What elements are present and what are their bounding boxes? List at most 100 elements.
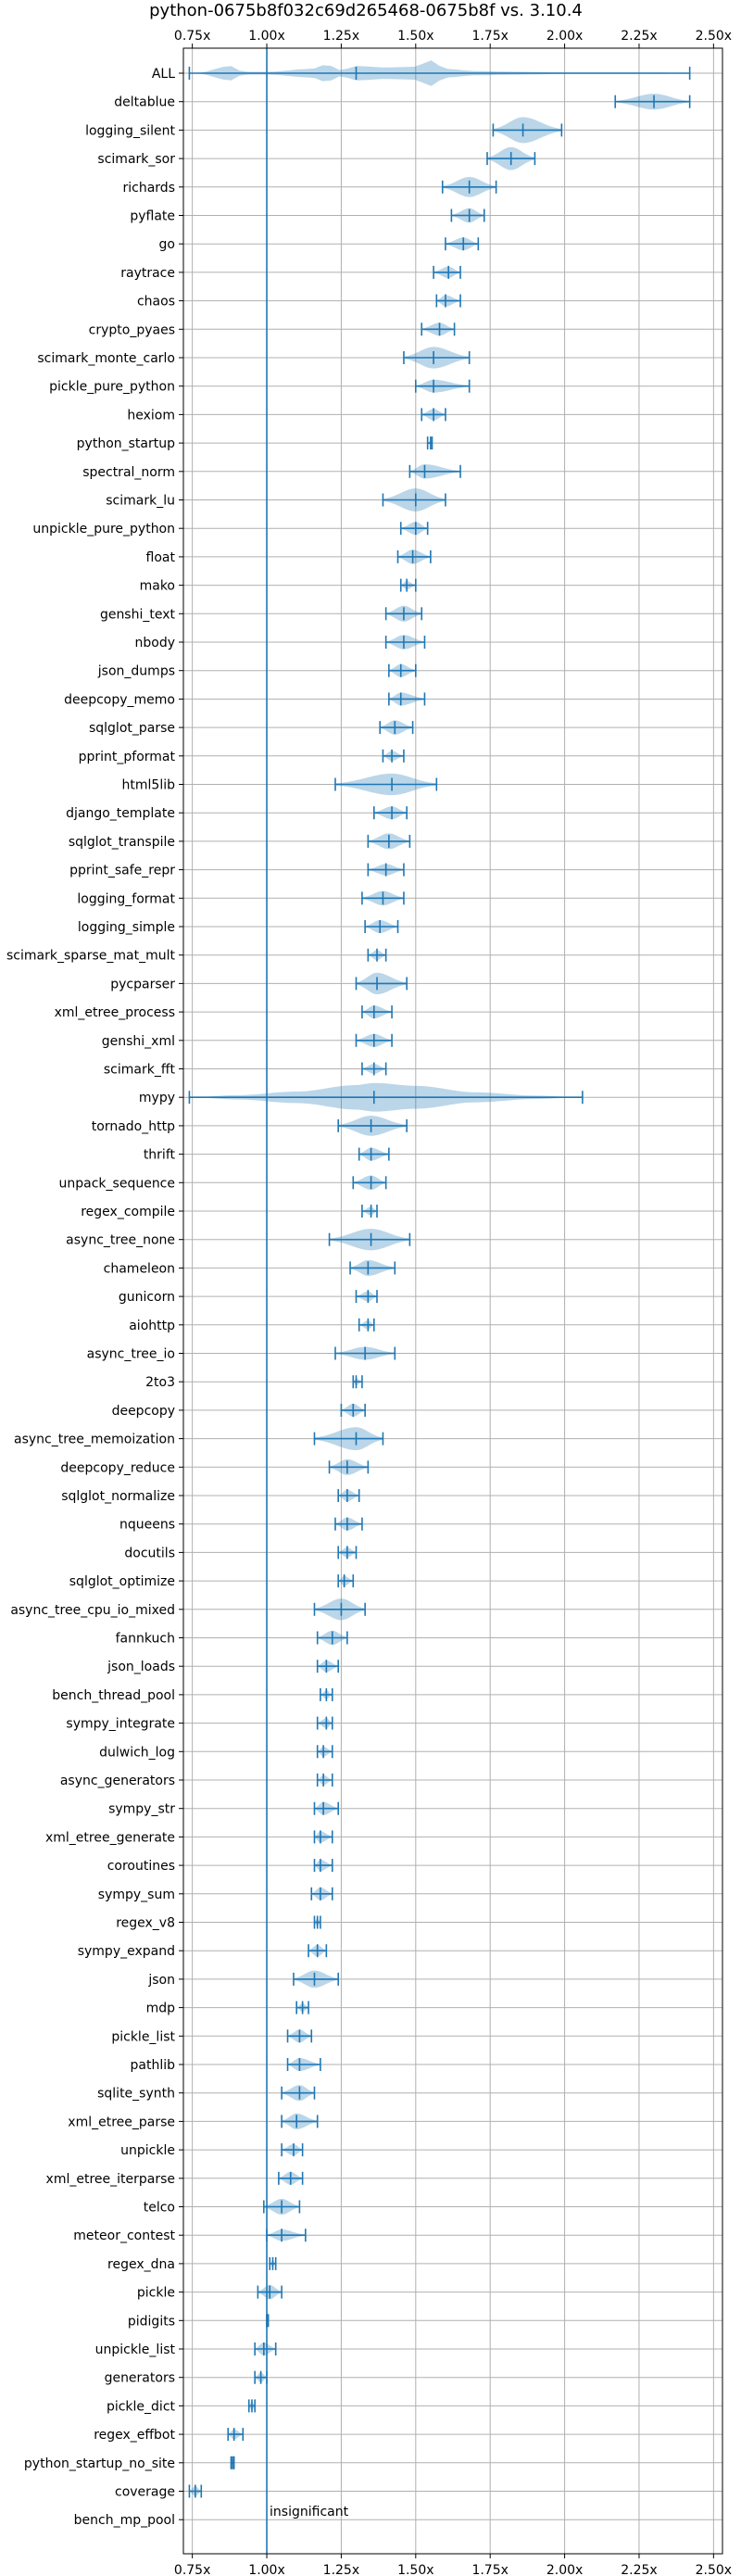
category-label-fannkuch: fannkuch (116, 1632, 175, 1647)
category-label-mypy: mypy (139, 1091, 175, 1105)
category-label-xml_etree_parse: xml_etree_parse (68, 2115, 175, 2129)
category-label-go: go (159, 237, 175, 252)
category-label-sqlglot_normalize: sqlglot_normalize (61, 1489, 175, 1504)
category-label-scimark_sparse_mat_mult: scimark_sparse_mat_mult (6, 949, 175, 964)
category-label-regex_dna: regex_dna (107, 2257, 175, 2272)
category-label-deepcopy: deepcopy (112, 1404, 175, 1419)
category-label-sympy_str: sympy_str (108, 1802, 175, 1817)
category-label-layer: ALL deltablue logging_silent scimark_sorric… (6, 67, 183, 2528)
plot-frame (182, 47, 723, 2555)
category-label-mdp: mdp (146, 2001, 176, 2016)
category-label-pyflate: pyflate (130, 209, 175, 224)
category-label-mako: mako (140, 579, 175, 594)
category-label-genshi_xml: genshi_xml (102, 1034, 175, 1049)
category-label-pycparser: pycparser (110, 977, 175, 991)
category-label-float: float (146, 550, 176, 565)
category-label-python_startup_no_site: python_startup_no_site (24, 2456, 175, 2471)
category-label-pickle_list: pickle_list (111, 2029, 175, 2044)
category-label-deepcopy_memo: deepcopy_memo (64, 692, 175, 707)
x-tick-label-top-5: 2.00x (546, 29, 583, 44)
category-label-thrift: thrift (144, 1148, 176, 1163)
category-label-pprint_safe_repr: pprint_safe_repr (69, 864, 175, 878)
category-label-coverage: coverage (115, 2485, 175, 2500)
category-label-pickle: pickle (137, 2286, 175, 2301)
category-label-xml_etree_generate: xml_etree_generate (45, 1830, 175, 1845)
category-label-nbody: nbody (135, 636, 176, 650)
category-label-genshi_text: genshi_text (100, 607, 176, 622)
x-tick-label-bottom-3: 1.50x (397, 2563, 433, 2576)
category-label-pprint_pformat: pprint_pformat (79, 750, 176, 764)
category-label-spectral_norm: spectral_norm (82, 465, 175, 480)
x-tick-label-bottom-2: 1.25x (323, 2563, 359, 2576)
category-label-logging_silent: logging_silent (85, 123, 175, 138)
category-label-crypto_pyaes: crypto_pyaes (89, 322, 175, 337)
category-label-dulwich_log: dulwich_log (99, 1745, 175, 1760)
category-label-chaos: chaos (137, 295, 175, 309)
category-label-html5lib: html5lib (122, 778, 176, 793)
x-tick-label-bottom-6: 2.25x (621, 2563, 657, 2576)
category-label-aiohttp: aiohttp (129, 1319, 175, 1333)
x-tick-label-bottom-5: 2.00x (546, 2563, 583, 2576)
category-label-json_dumps: json_dumps (97, 664, 175, 679)
category-label-json: json (147, 1973, 175, 1988)
category-label-sqlite_synth: sqlite_synth (97, 2087, 175, 2102)
category-label-gunicorn: gunicorn (119, 1290, 175, 1305)
x-tick-label-top-2: 1.25x (323, 29, 359, 44)
category-label-regex_compile: regex_compile (81, 1205, 175, 1219)
x-tick-label-top-0: 0.75x (174, 29, 210, 44)
category-label-unpickle_pure_python: unpickle_pure_python (32, 522, 175, 537)
x-tick-label-top-7: 2.50x (696, 29, 732, 44)
category-label-async_tree_memoization: async_tree_memoization (14, 1433, 175, 1447)
category-label-scimark_fft: scimark_fft (104, 1063, 176, 1078)
category-label-xml_etree_process: xml_etree_process (55, 1005, 175, 1020)
x-tick-label-bottom-0: 0.75x (174, 2563, 210, 2576)
category-label-logging_simple: logging_simple (78, 920, 175, 935)
category-label-scimark_sor: scimark_sor (97, 152, 175, 167)
axis-layer: 0.75x 0.75x 1.00x 1.00x 1.25x 1.25x 1.50x 1.50x… (174, 29, 732, 2576)
category-label-telco: telco (144, 2201, 175, 2216)
x-tick-label-top-4: 1.75x (471, 29, 508, 44)
category-label-bench_mp_pool: bench_mp_pool (74, 2513, 175, 2528)
category-label-deepcopy_reduce: deepcopy_reduce (60, 1460, 175, 1475)
category-label-sqlglot_transpile: sqlglot_transpile (69, 835, 175, 850)
category-label-logging_format: logging_format (77, 891, 175, 906)
category-label-sympy_expand: sympy_expand (78, 1944, 175, 1959)
category-label-python_startup: python_startup (77, 436, 175, 451)
category-label-sqlglot_parse: sqlglot_parse (89, 721, 175, 736)
category-label-ALL: ALL (152, 67, 175, 82)
category-label-hexiom: hexiom (127, 408, 175, 423)
category-label-scimark_lu: scimark_lu (106, 494, 175, 509)
x-tick-label-top-3: 1.50x (397, 29, 433, 44)
category-label-unpickle: unpickle (120, 2143, 175, 2158)
category-label-coroutines: coroutines (107, 1859, 175, 1874)
category-label-scimark_monte_carlo: scimark_monte_carlo (37, 351, 175, 366)
category-label-regex_v8: regex_v8 (116, 1916, 175, 1931)
category-label-sqlglot_optimize: sqlglot_optimize (69, 1574, 175, 1589)
chart-title: python-0675b8f032c69d265468-0675b8f vs. … (149, 1, 583, 20)
category-label-sympy_sum: sympy_sum (98, 1888, 175, 1902)
category-label-bench_thread_pool: bench_thread_pool (52, 1688, 175, 1703)
category-label-tornado_http: tornado_http (92, 1119, 175, 1134)
x-tick-label-bottom-7: 2.50x (696, 2563, 732, 2576)
category-label-regex_effbot: regex_effbot (94, 2428, 175, 2443)
category-label-pickle_pure_python: pickle_pure_python (49, 380, 175, 395)
category-label-generators: generators (105, 2371, 175, 2386)
insignificant-annotation: insignificant (270, 2505, 349, 2519)
category-label-nqueens: nqueens (119, 1518, 175, 1533)
category-label-raytrace: raytrace (120, 266, 175, 281)
category-label-pickle_dict: pickle_dict (107, 2399, 176, 2414)
category-label-2to3: 2to3 (145, 1375, 175, 1390)
category-label-django_template: django_template (66, 806, 175, 821)
category-label-docutils: docutils (124, 1546, 175, 1560)
category-label-meteor_contest: meteor_contest (73, 2229, 175, 2243)
category-label-pidigits: pidigits (128, 2314, 175, 2329)
x-tick-label-top-1: 1.00x (248, 29, 284, 44)
category-label-async_tree_none: async_tree_none (66, 1233, 175, 1248)
x-tick-label-top-6: 2.25x (621, 29, 657, 44)
category-label-deltablue: deltablue (114, 95, 175, 110)
x-tick-label-bottom-1: 1.00x (248, 2563, 284, 2576)
violin-layer (188, 60, 691, 2498)
category-label-richards: richards (123, 181, 176, 196)
category-label-chameleon: chameleon (104, 1261, 175, 1276)
